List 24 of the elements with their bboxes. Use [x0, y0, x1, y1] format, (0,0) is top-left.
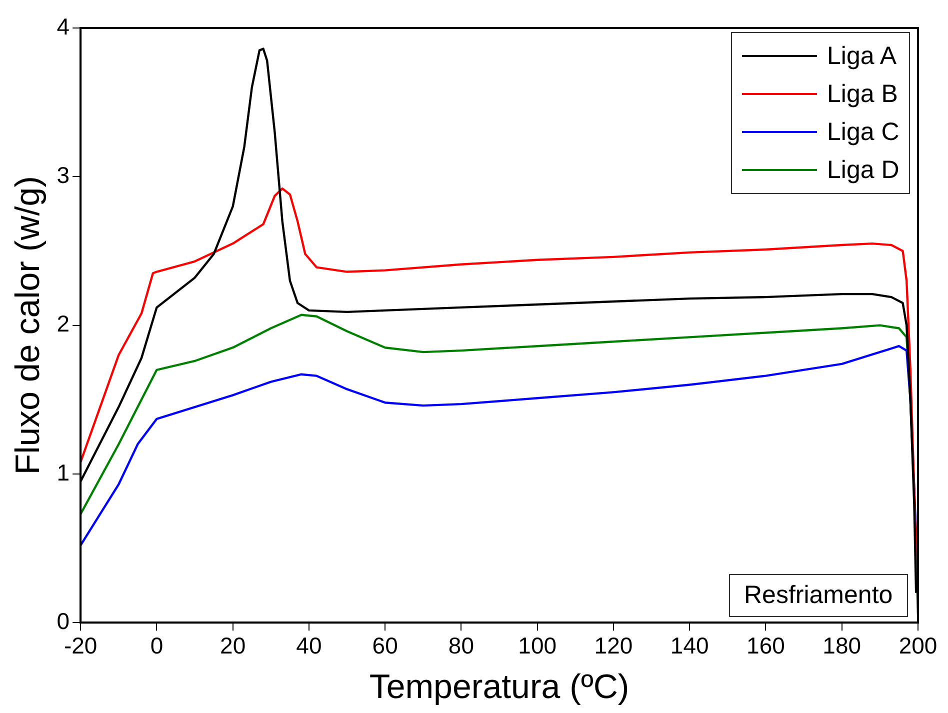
- x-tick-label: 100: [518, 632, 557, 659]
- x-tick-label: 40: [296, 632, 322, 659]
- x-tick-label: 160: [746, 632, 785, 659]
- x-tick-label: 0: [150, 632, 164, 659]
- x-tick-label: -20: [64, 632, 98, 659]
- x-tick-label: 180: [822, 632, 862, 659]
- y-tick-label: 1: [56, 459, 70, 486]
- x-axis-title: Temperatura (ºC): [369, 668, 630, 706]
- legend-label: Liga A: [827, 42, 897, 70]
- annotation: Resfriamento: [729, 574, 908, 617]
- y-tick-label: 2: [56, 310, 70, 337]
- y-tick-label: 3: [56, 162, 70, 188]
- y-tick-label: 4: [56, 13, 70, 40]
- x-tick-label: 60: [372, 632, 398, 659]
- x-tick-label: 140: [670, 632, 709, 659]
- x-tick-label: 80: [448, 632, 474, 659]
- legend-label: Liga C: [827, 118, 900, 146]
- y-axis-title: Fluxo de calor (w/g): [8, 176, 47, 475]
- x-tick-label: 200: [898, 632, 938, 659]
- x-tick-label: 120: [594, 632, 633, 659]
- legend-label: Liga B: [827, 80, 898, 108]
- x-tick-label: 20: [220, 632, 246, 659]
- legend-label: Liga D: [827, 156, 900, 184]
- y-tick-label: 0: [56, 608, 70, 634]
